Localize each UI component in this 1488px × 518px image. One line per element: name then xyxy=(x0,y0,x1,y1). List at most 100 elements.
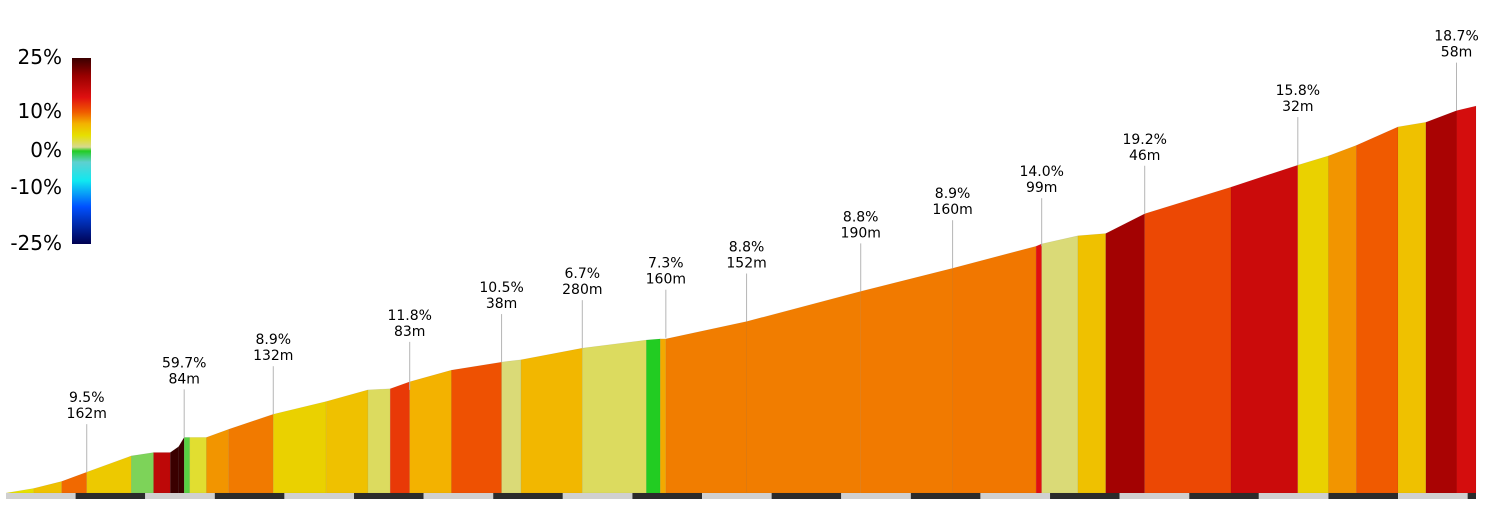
profile-segment xyxy=(183,437,191,494)
profile-segment xyxy=(1456,105,1477,494)
profile-segment xyxy=(409,369,452,494)
annotation-grade: 8.8% xyxy=(843,209,879,225)
profile-segment xyxy=(367,388,391,494)
distance-marker xyxy=(214,493,285,499)
annotation-grade: 8.8% xyxy=(729,240,765,256)
annotation-length: 160m xyxy=(646,272,686,288)
distance-marker xyxy=(562,493,633,499)
annotation-length: 99m xyxy=(1026,180,1057,196)
annotation-grade: 8.9% xyxy=(935,186,971,202)
distance-marker xyxy=(493,493,563,499)
profile-segment xyxy=(1041,235,1079,494)
annotation-grade: 18.7% xyxy=(1434,29,1478,45)
profile-segment xyxy=(1035,243,1042,494)
annotation-grade: 8.9% xyxy=(255,332,291,348)
annotation-grade: 15.8% xyxy=(1276,83,1320,99)
profile-segment xyxy=(582,339,647,494)
distance-marker xyxy=(354,493,424,499)
distance-marker-bar xyxy=(6,493,1476,499)
profile-area xyxy=(5,105,1477,494)
distance-marker xyxy=(771,493,842,499)
profile-segment xyxy=(1328,144,1357,494)
profile-segment xyxy=(33,481,62,494)
profile-segment xyxy=(1297,155,1329,494)
scale-tick-label: -25% xyxy=(10,231,62,255)
profile-segment xyxy=(451,361,502,494)
profile-segment xyxy=(228,413,274,494)
annotation-grade: 14.0% xyxy=(1019,164,1063,180)
distance-marker xyxy=(702,493,772,499)
annotation-grade: 7.3% xyxy=(648,256,684,272)
annotation-grade: 10.5% xyxy=(479,280,523,296)
profile-segment xyxy=(178,436,185,494)
profile-segment xyxy=(1077,233,1107,494)
distance-marker xyxy=(1189,493,1259,499)
profile-segment xyxy=(206,428,230,494)
distance-marker xyxy=(1467,493,1476,499)
color-scale-bar xyxy=(72,58,91,244)
profile-segment xyxy=(860,267,953,494)
distance-marker xyxy=(1328,493,1399,499)
annotation-length: 152m xyxy=(726,256,766,272)
scale-tick-label: 0% xyxy=(30,138,62,162)
grade-color-scale: 25% 10% 0% -10% -25% xyxy=(10,45,91,255)
distance-marker xyxy=(75,493,146,499)
distance-marker xyxy=(841,493,911,499)
annotation-grade: 59.7% xyxy=(162,355,206,371)
distance-marker xyxy=(145,493,215,499)
annotation-length: 162m xyxy=(67,406,107,422)
profile-segment xyxy=(325,389,369,494)
profile-segment xyxy=(1355,126,1399,494)
annotation-length: 58m xyxy=(1441,45,1472,61)
profile-segment xyxy=(1425,110,1457,494)
profile-segment xyxy=(130,452,154,494)
distance-marker xyxy=(6,493,76,499)
distance-marker xyxy=(1119,493,1190,499)
profile-segment xyxy=(659,338,667,494)
profile-segment xyxy=(665,321,747,494)
annotation-length: 84m xyxy=(168,371,199,387)
profile-segment xyxy=(389,381,410,494)
profile-segment xyxy=(189,437,207,494)
profile-segment xyxy=(952,245,1037,494)
climb-annotations: 9.5%162m59.7%84m8.9%132m11.8%83m10.5%38m… xyxy=(67,29,1479,473)
profile-segment xyxy=(272,401,327,494)
annotation-length: 46m xyxy=(1129,148,1160,164)
annotation-length: 83m xyxy=(394,324,425,340)
profile-segment xyxy=(1144,186,1232,494)
annotation-length: 190m xyxy=(841,225,881,241)
profile-segment xyxy=(169,446,179,494)
annotation-grade: 6.7% xyxy=(565,266,601,282)
annotation-length: 132m xyxy=(253,348,293,364)
annotation-grade: 9.5% xyxy=(69,390,105,406)
profile-segment xyxy=(501,359,522,494)
distance-marker xyxy=(423,493,494,499)
profile-segment xyxy=(646,338,661,494)
scale-tick-label: 10% xyxy=(18,99,62,123)
distance-marker xyxy=(284,493,355,499)
distance-marker xyxy=(632,493,703,499)
annotation-length: 280m xyxy=(562,282,602,298)
distance-marker xyxy=(1398,493,1468,499)
profile-segment xyxy=(61,471,88,494)
annotation-length: 38m xyxy=(486,296,517,312)
profile-segment xyxy=(746,290,862,494)
profile-segment xyxy=(1105,213,1145,494)
profile-segment xyxy=(520,347,583,494)
scale-tick-label: -10% xyxy=(10,175,62,199)
profile-segment xyxy=(1397,121,1427,494)
profile-segment xyxy=(1230,164,1299,494)
scale-tick-label: 25% xyxy=(18,45,62,69)
distance-marker xyxy=(980,493,1051,499)
profile-segment xyxy=(5,488,35,494)
profile-segment xyxy=(86,455,132,494)
annotation-length: 160m xyxy=(932,202,972,218)
profile-segment xyxy=(153,452,171,494)
annotation-grade: 11.8% xyxy=(387,308,431,324)
distance-marker xyxy=(1050,493,1120,499)
distance-marker xyxy=(1258,493,1329,499)
annotation-grade: 19.2% xyxy=(1122,132,1166,148)
distance-marker xyxy=(910,493,981,499)
annotation-length: 32m xyxy=(1282,99,1313,115)
